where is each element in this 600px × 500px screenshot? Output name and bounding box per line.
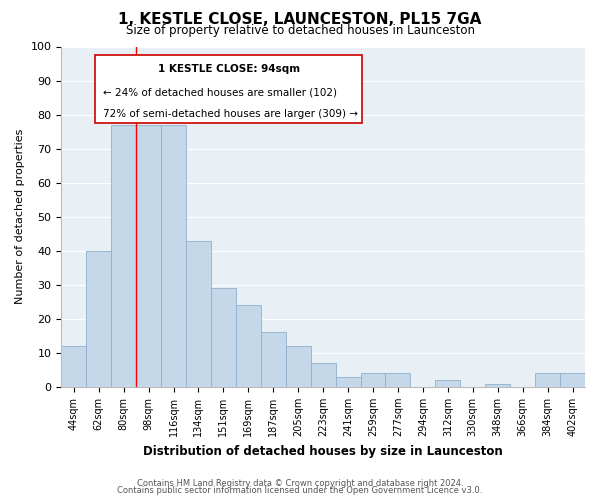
Text: Contains HM Land Registry data © Crown copyright and database right 2024.: Contains HM Land Registry data © Crown c… <box>137 478 463 488</box>
Bar <box>186 240 211 387</box>
Text: 1, KESTLE CLOSE, LAUNCESTON, PL15 7GA: 1, KESTLE CLOSE, LAUNCESTON, PL15 7GA <box>118 12 482 28</box>
Bar <box>560 374 585 387</box>
Bar <box>385 374 410 387</box>
Bar <box>311 363 335 387</box>
Bar <box>485 384 510 387</box>
Bar <box>286 346 311 387</box>
Bar <box>211 288 236 387</box>
Text: ← 24% of detached houses are smaller (102): ← 24% of detached houses are smaller (10… <box>103 88 337 98</box>
Bar <box>261 332 286 387</box>
Bar <box>335 376 361 387</box>
Text: Contains public sector information licensed under the Open Government Licence v3: Contains public sector information licen… <box>118 486 482 495</box>
Text: Size of property relative to detached houses in Launceston: Size of property relative to detached ho… <box>125 24 475 37</box>
Bar <box>111 125 136 387</box>
Y-axis label: Number of detached properties: Number of detached properties <box>15 129 25 304</box>
Bar <box>61 346 86 387</box>
Text: 72% of semi-detached houses are larger (309) →: 72% of semi-detached houses are larger (… <box>103 110 358 120</box>
Bar <box>535 374 560 387</box>
Bar <box>161 125 186 387</box>
Bar <box>86 251 111 387</box>
Bar <box>236 305 261 387</box>
Bar <box>361 374 385 387</box>
Text: 1 KESTLE CLOSE: 94sqm: 1 KESTLE CLOSE: 94sqm <box>158 64 300 74</box>
FancyBboxPatch shape <box>95 55 362 123</box>
Bar <box>436 380 460 387</box>
Bar <box>136 125 161 387</box>
X-axis label: Distribution of detached houses by size in Launceston: Distribution of detached houses by size … <box>143 444 503 458</box>
